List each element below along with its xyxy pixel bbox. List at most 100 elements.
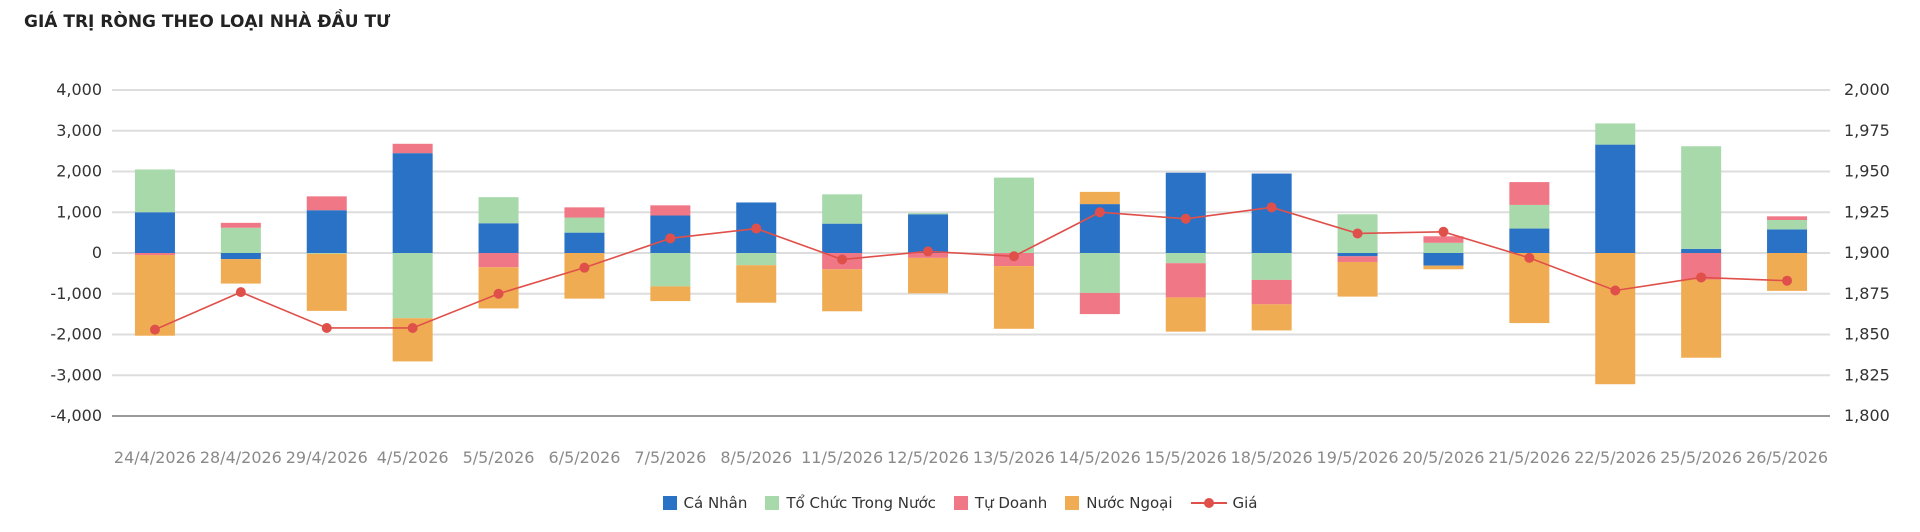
chart-plot: -4,000 1,800 -3,000 1,825 -2,000 1,850 -1,000 1… <box>50 80 1890 467</box>
bar-segment <box>736 265 777 303</box>
price-point <box>837 254 848 265</box>
bar-segment <box>1681 279 1722 358</box>
bar-segment <box>993 266 1034 329</box>
x-tick-label: 29/4/2026 <box>286 448 368 467</box>
bar-segment <box>564 207 605 218</box>
bar-segment <box>736 253 777 266</box>
bar-segment <box>220 222 261 228</box>
price-point <box>1524 252 1535 263</box>
bar-segment <box>1251 173 1292 253</box>
bar-segment <box>1595 123 1636 145</box>
y-right-tick-label: 1,925 <box>1844 202 1890 221</box>
y-left-tick-label: 1,000 <box>56 202 102 221</box>
bar-segment <box>1165 172 1206 253</box>
legend-item[interactable]: Tự Doanh <box>953 494 1048 512</box>
bar-segment <box>1165 263 1206 298</box>
legend-item[interactable]: Cá Nhân <box>662 494 747 512</box>
price-line <box>154 206 1788 331</box>
legend-swatch <box>953 496 968 510</box>
bar-segment <box>134 253 175 256</box>
x-tick-label: 5/5/2026 <box>463 448 535 467</box>
bar-segment <box>306 196 347 211</box>
legend-label: Tổ Chức Trong Nước <box>786 494 936 512</box>
bar-segment <box>822 269 863 312</box>
bar-segment <box>1681 248 1722 253</box>
y-left-tick-label: 3,000 <box>56 121 102 140</box>
x-tick-label: 22/5/2026 <box>1574 448 1656 467</box>
price-point <box>1180 213 1191 224</box>
y-left-tick-label: 4,000 <box>56 80 102 99</box>
bar-segment <box>650 205 691 216</box>
bar-segment <box>220 253 261 260</box>
x-tick-label: 18/5/2026 <box>1231 448 1313 467</box>
bar-segment <box>1079 191 1120 205</box>
bar-segment <box>220 227 261 253</box>
x-tick-label: 20/5/2026 <box>1402 448 1484 467</box>
price-point <box>1008 251 1019 262</box>
price-point <box>1094 207 1105 218</box>
y-left-tick-label: -4,000 <box>50 406 102 425</box>
x-tick-label: 7/5/2026 <box>634 448 706 467</box>
price-point <box>665 233 676 244</box>
bar-segment <box>1337 253 1378 257</box>
bar-segment <box>908 213 949 215</box>
bar-segment <box>650 286 691 302</box>
price-point <box>493 288 504 299</box>
x-tick-label: 24/4/2026 <box>114 448 196 467</box>
bar-segment <box>478 267 519 309</box>
bar-segment <box>993 177 1034 253</box>
bar-segment <box>1337 256 1378 262</box>
x-tick-label: 26/5/2026 <box>1746 448 1828 467</box>
bar-segment <box>134 169 175 213</box>
price-point <box>923 246 934 257</box>
price-point <box>149 324 160 335</box>
bar-segment <box>478 253 519 268</box>
legend-label: Nước Ngoại <box>1086 494 1173 512</box>
bar-segment <box>134 212 175 253</box>
bar-segment <box>1251 304 1292 331</box>
y-right-tick-label: 1,950 <box>1844 162 1890 181</box>
price-point <box>1266 202 1277 213</box>
legend-item[interactable]: Giá <box>1190 494 1257 512</box>
bar-segment <box>392 143 433 154</box>
bar-segment <box>1681 146 1722 249</box>
x-tick-label: 14/5/2026 <box>1059 448 1141 467</box>
price-point <box>1782 275 1793 286</box>
y-right-tick-label: 1,900 <box>1844 243 1890 262</box>
legend-swatch <box>1065 496 1080 510</box>
x-tick-label: 6/5/2026 <box>549 448 621 467</box>
x-tick-label: 28/4/2026 <box>200 448 282 467</box>
x-tick-label: 4/5/2026 <box>377 448 449 467</box>
legend-item[interactable]: Tổ Chức Trong Nước <box>765 494 936 512</box>
bar-segment <box>1165 297 1206 332</box>
bar-segment <box>908 257 949 294</box>
bar-segment <box>1165 253 1206 264</box>
legend-item[interactable]: Nước Ngoại <box>1065 494 1173 512</box>
bar-segment <box>650 253 691 287</box>
bar-segment <box>1079 253 1120 293</box>
bar-segment <box>1423 242 1464 253</box>
bar-segment <box>478 223 519 253</box>
price-point <box>407 322 418 333</box>
bar-segment <box>822 194 863 224</box>
bar-segment <box>392 253 433 319</box>
price-point <box>321 322 332 333</box>
y-right-tick-label: 1,975 <box>1844 121 1890 140</box>
bar-segment <box>1767 216 1808 220</box>
legend-line-marker <box>1190 496 1227 510</box>
chart-legend: Cá Nhân Tổ Chức Trong Nước Tự Doanh Nước Ng… <box>0 494 1920 512</box>
x-tick-label: 19/5/2026 <box>1317 448 1399 467</box>
y-right-tick-label: 1,875 <box>1844 284 1890 303</box>
bar-segment <box>1251 253 1292 280</box>
bar-segment <box>1509 253 1550 324</box>
legend-swatch <box>765 496 780 510</box>
y-left-tick-label: -2,000 <box>50 325 102 344</box>
bar-segment <box>1509 204 1550 229</box>
bar-segment <box>1423 253 1464 266</box>
legend-label: Tự Doanh <box>974 494 1048 512</box>
price-point <box>1438 226 1449 237</box>
x-tick-label: 13/5/2026 <box>973 448 1055 467</box>
price-point <box>1352 228 1363 239</box>
chart-title: GIÁ TRỊ RÒNG THEO LOẠI NHÀ ĐẦU TƯ <box>24 12 391 32</box>
